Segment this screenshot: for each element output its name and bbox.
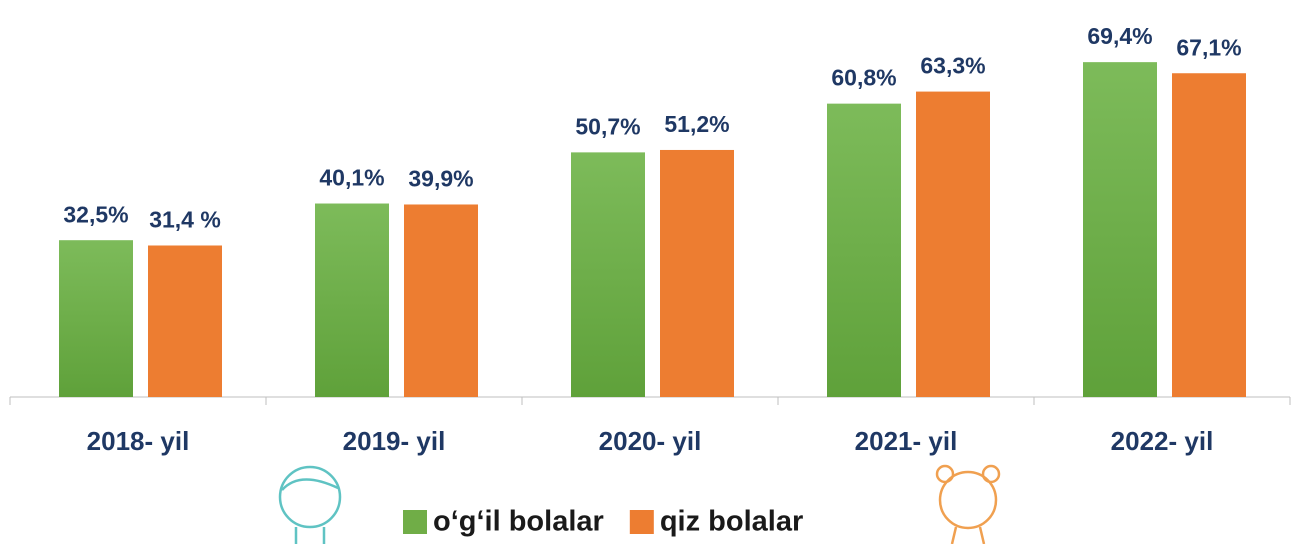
x-tick-label: 2019- yil <box>343 426 446 456</box>
value-label: 50,7% <box>575 113 640 139</box>
bar <box>660 149 734 397</box>
value-label: 63,3% <box>920 53 985 79</box>
value-label: 40,1% <box>319 165 384 191</box>
boy-icon <box>278 465 342 544</box>
x-tick-label: 2020- yil <box>599 426 702 456</box>
bar <box>827 103 901 397</box>
value-label: 69,4% <box>1087 23 1152 49</box>
bar <box>315 203 389 397</box>
legend-label: qiz bolalar <box>660 506 803 538</box>
value-label: 60,8% <box>831 65 896 91</box>
girl-icon <box>935 464 1001 544</box>
axis-separators <box>9 397 1291 405</box>
x-tick-label: 2018- yil <box>87 426 190 456</box>
legend-label: o‘g‘il bolalar <box>433 506 604 538</box>
bar <box>1083 62 1157 398</box>
bar <box>404 204 478 397</box>
x-tick-label: 2021- yil <box>855 426 958 456</box>
bar <box>1172 73 1246 398</box>
value-label: 39,9% <box>408 166 473 192</box>
value-label: 31,4 % <box>149 207 221 233</box>
value-label: 32,5% <box>63 201 128 227</box>
bar <box>571 152 645 397</box>
bar <box>916 91 990 397</box>
bar <box>148 245 222 397</box>
x-tick-label: 2022- yil <box>1111 426 1214 456</box>
legend-swatch <box>629 510 654 534</box>
legend-swatch <box>403 510 427 534</box>
bar <box>59 240 133 397</box>
value-label: 67,1% <box>1176 34 1241 60</box>
value-label: 51,2% <box>664 111 729 137</box>
